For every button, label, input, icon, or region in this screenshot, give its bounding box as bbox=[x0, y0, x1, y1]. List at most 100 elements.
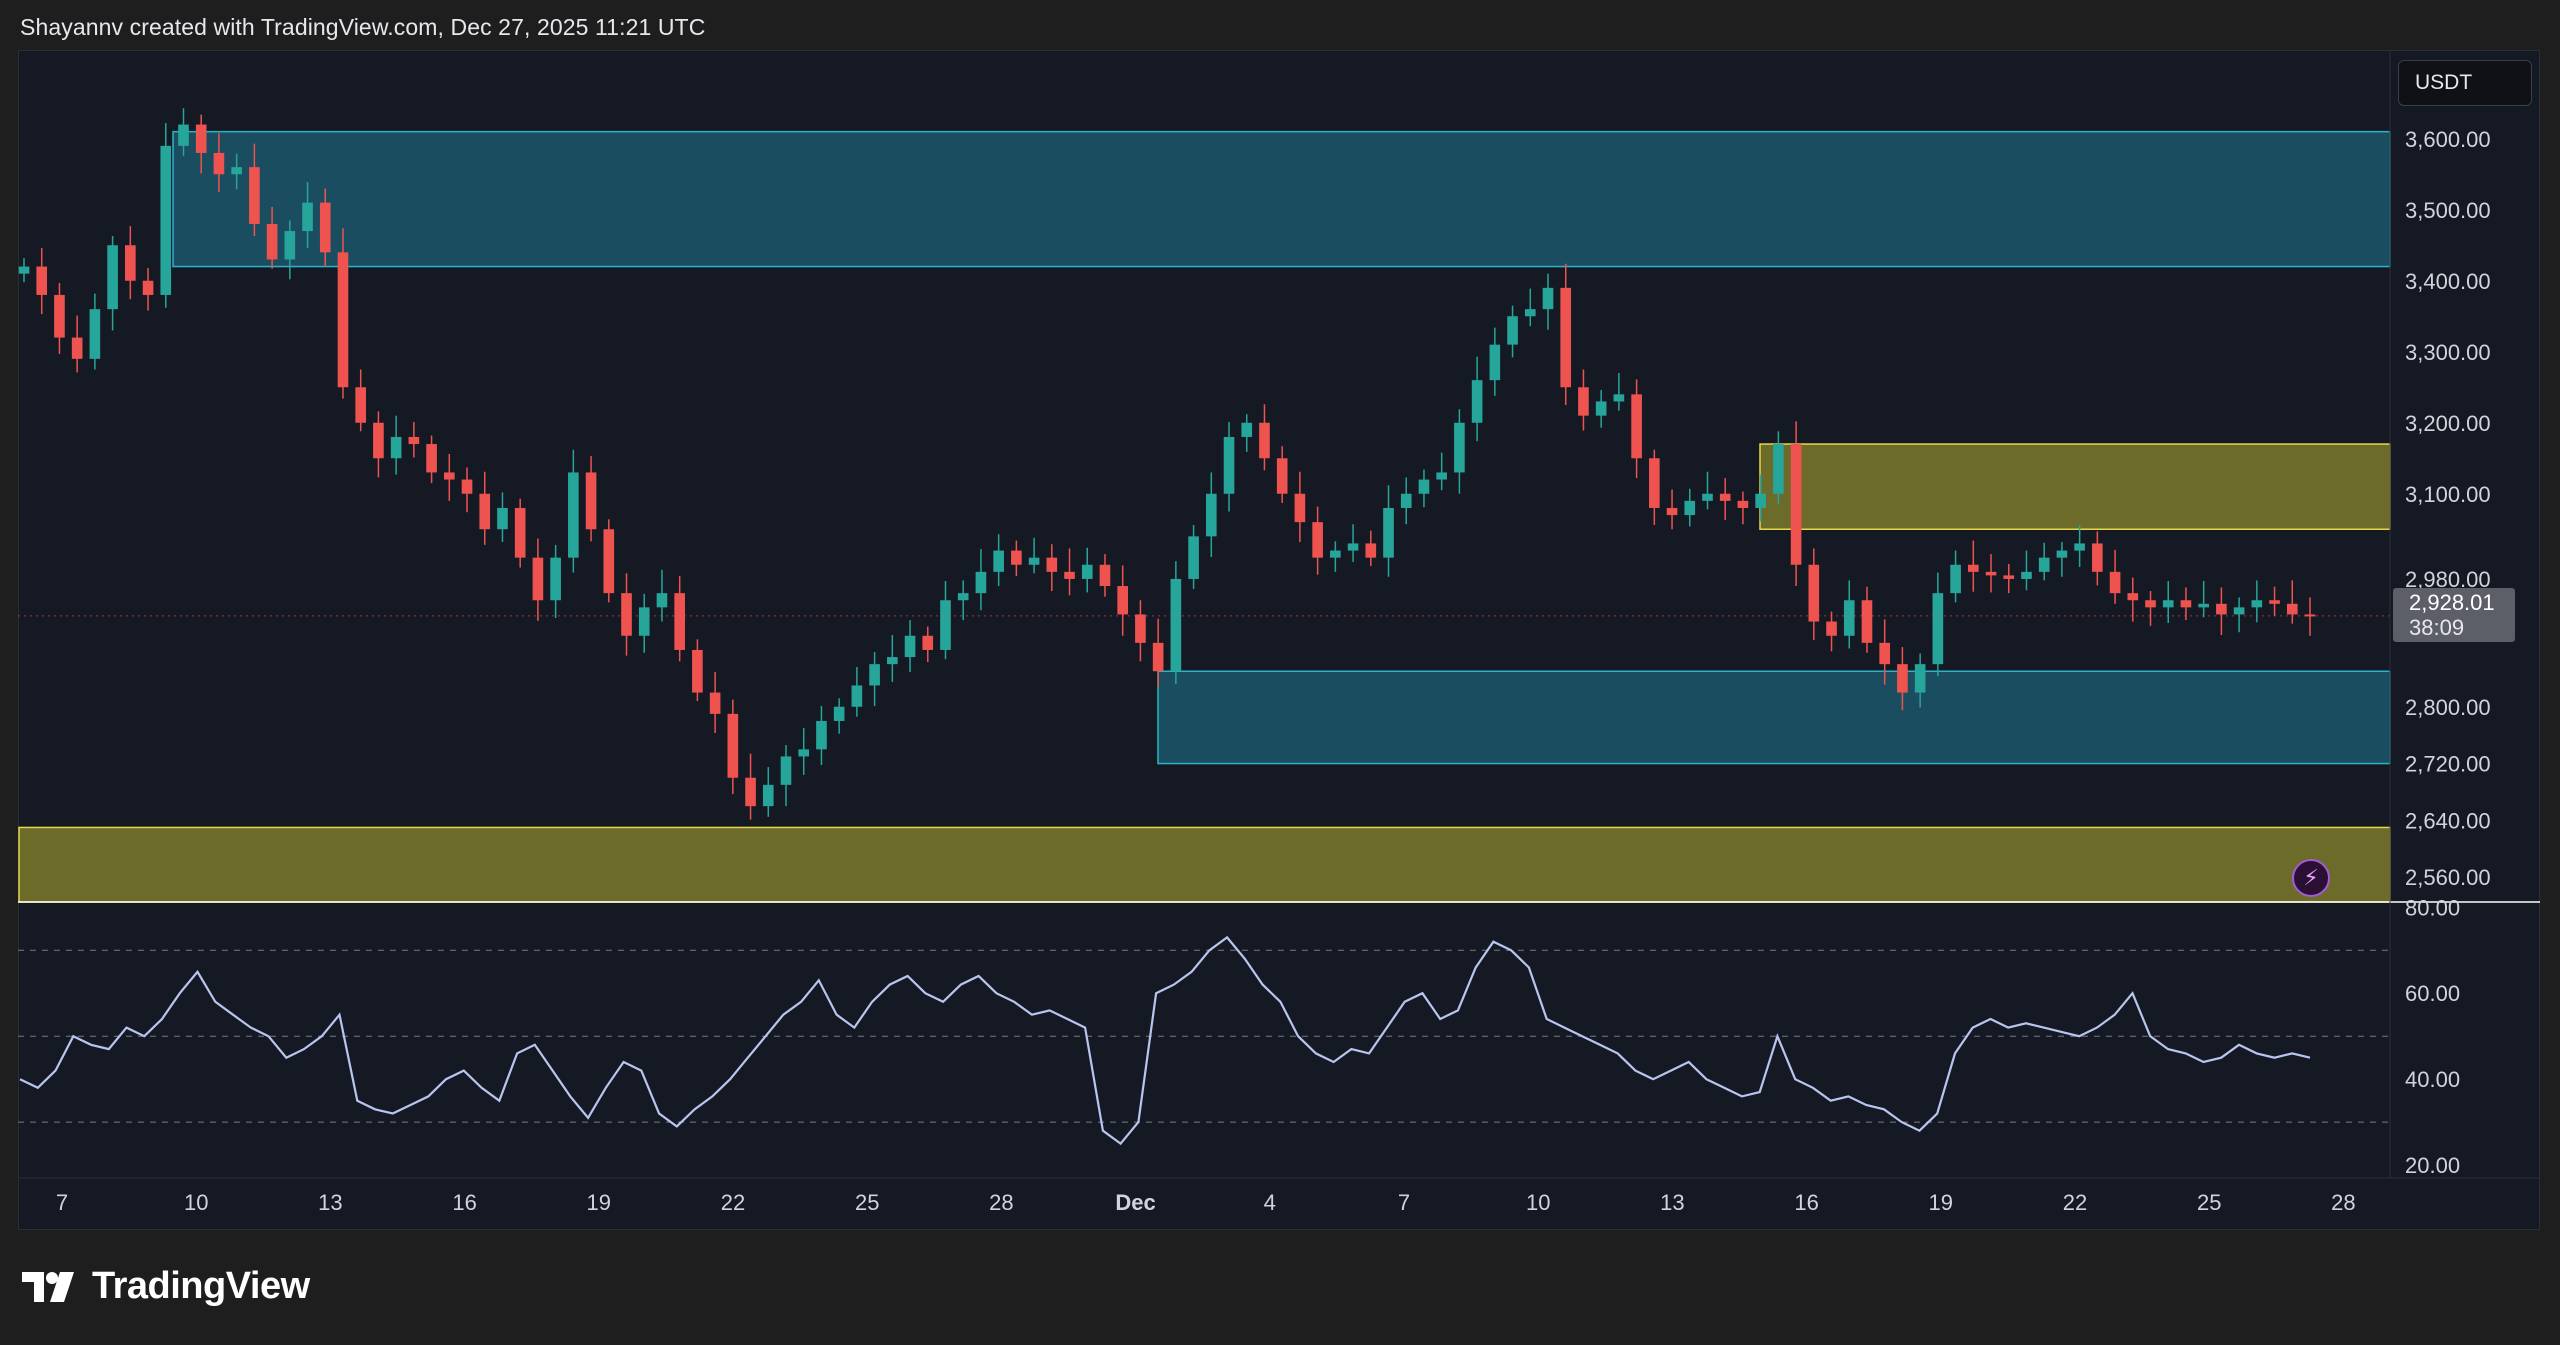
candle-body bbox=[1011, 550, 1022, 565]
candle-body bbox=[2269, 600, 2280, 604]
candle-body bbox=[585, 472, 597, 530]
candle-body bbox=[1578, 387, 1589, 416]
candle-body bbox=[1932, 593, 1944, 665]
candle-body bbox=[1135, 614, 1146, 643]
candle-body bbox=[1365, 543, 1377, 558]
price-axis: 3,600.00 3,500.00 3,400.00 3,300.00 3,200.00… bbox=[18, 50, 2540, 1178]
candle-body bbox=[1205, 493, 1217, 537]
candle-body bbox=[2162, 600, 2174, 608]
candle-body bbox=[2074, 543, 2085, 551]
candle-body bbox=[1542, 287, 1554, 310]
time-axis-label: 16 bbox=[1794, 1190, 1818, 1215]
candle-body bbox=[993, 550, 1004, 572]
candle-body bbox=[1914, 664, 1926, 693]
candle-body bbox=[2233, 607, 2245, 615]
candle-body bbox=[319, 202, 331, 253]
candle-body bbox=[1773, 444, 1784, 494]
candle-body bbox=[1843, 600, 1855, 636]
price-axis-label: 2,720.00 bbox=[2405, 752, 2491, 777]
currency-button[interactable]: USDT bbox=[2398, 60, 2532, 106]
time-axis: 7 10 13 16 19 22 25 28 Dec 4 7 10 13 16 19 22 25 28 bbox=[18, 1177, 2540, 1215]
lightning-icon[interactable]: ⚡ bbox=[2292, 859, 2330, 897]
candle-body bbox=[1489, 344, 1501, 381]
candle-body bbox=[532, 557, 544, 601]
demand-zone-mid bbox=[1157, 670, 2391, 765]
candle-body bbox=[231, 167, 242, 175]
candlestick-series bbox=[18, 108, 2390, 820]
candle-body bbox=[284, 231, 296, 260]
candle-body bbox=[1064, 571, 1075, 579]
candle-body bbox=[1081, 564, 1093, 579]
price-axis-label: 3,300.00 bbox=[2405, 340, 2491, 365]
time-axis-label: 7 bbox=[1398, 1190, 1410, 1215]
candle-body bbox=[2109, 571, 2121, 594]
candle-body bbox=[1649, 458, 1660, 508]
candle-body bbox=[249, 167, 260, 224]
candle-body bbox=[1684, 500, 1696, 516]
candle-body bbox=[1861, 600, 1873, 643]
candle-body bbox=[1631, 394, 1642, 459]
candle-body bbox=[1454, 422, 1465, 473]
time-axis-label: 10 bbox=[1526, 1190, 1550, 1215]
footer-logo[interactable]: TradingView bbox=[22, 1265, 310, 1308]
candle-body bbox=[160, 145, 172, 295]
time-axis-label: 25 bbox=[2197, 1190, 2221, 1215]
candle-body bbox=[1436, 472, 1447, 480]
price-axis-label: 2,980.00 bbox=[2405, 567, 2491, 592]
candle-body bbox=[1702, 493, 1713, 501]
candle-body bbox=[603, 529, 615, 594]
time-axis-label: 13 bbox=[318, 1190, 342, 1215]
candle-body bbox=[2286, 603, 2298, 615]
candle-body bbox=[550, 557, 561, 601]
candle-body bbox=[2216, 603, 2227, 615]
price-axis-label: 3,600.00 bbox=[2405, 127, 2491, 152]
candle-body bbox=[869, 664, 880, 686]
candle-body bbox=[816, 720, 827, 750]
candle-body bbox=[107, 245, 118, 310]
candle-body bbox=[904, 635, 916, 658]
rsi-axis-label: 60.00 bbox=[2405, 981, 2460, 1006]
candle-body bbox=[1099, 564, 1111, 587]
candle-body bbox=[1737, 500, 1749, 508]
candle-body bbox=[2092, 543, 2103, 572]
price-axis-label: 2,800.00 bbox=[2405, 695, 2491, 720]
bar-countdown: 38:09 bbox=[2409, 615, 2465, 640]
candle-body bbox=[1188, 536, 1199, 579]
supply-zone-mid bbox=[1759, 443, 2391, 530]
time-axis-label: 16 bbox=[452, 1190, 476, 1215]
candle-body bbox=[479, 493, 491, 530]
candle-body bbox=[461, 479, 473, 494]
candle-body bbox=[975, 571, 987, 594]
candle-body bbox=[1790, 444, 1802, 565]
candle-body bbox=[727, 713, 739, 778]
candle-body bbox=[1276, 458, 1288, 494]
rsi-panel bbox=[18, 935, 2390, 1146]
candle-body bbox=[833, 706, 845, 721]
candle-body bbox=[798, 749, 810, 757]
time-axis-label: Dec bbox=[1115, 1190, 1155, 1215]
candle-body bbox=[54, 294, 65, 338]
price-axis-label: 3,500.00 bbox=[2405, 198, 2491, 223]
candle-body bbox=[1170, 578, 1182, 672]
time-axis-label: 19 bbox=[1929, 1190, 1953, 1215]
candle-body bbox=[1897, 664, 1908, 693]
candle-body bbox=[337, 252, 349, 388]
candle-body bbox=[957, 593, 969, 601]
price-axis-label: 3,200.00 bbox=[2405, 411, 2491, 436]
candle-body bbox=[1879, 642, 1891, 665]
candle-body bbox=[1808, 564, 1820, 622]
candle-body bbox=[1241, 422, 1253, 437]
candle-body bbox=[302, 202, 313, 232]
candle-body bbox=[1028, 557, 1040, 565]
zone-layer bbox=[18, 130, 2391, 903]
candle-body bbox=[2145, 600, 2156, 608]
candle-body bbox=[1294, 493, 1306, 523]
price-axis-label: 3,400.00 bbox=[2405, 269, 2491, 294]
supply-zone-top bbox=[172, 130, 2391, 268]
candle-body bbox=[940, 600, 951, 650]
candle-body bbox=[195, 124, 207, 153]
candle-body bbox=[426, 444, 437, 473]
candle-body bbox=[1400, 493, 1412, 508]
candle-body bbox=[1524, 309, 1536, 317]
